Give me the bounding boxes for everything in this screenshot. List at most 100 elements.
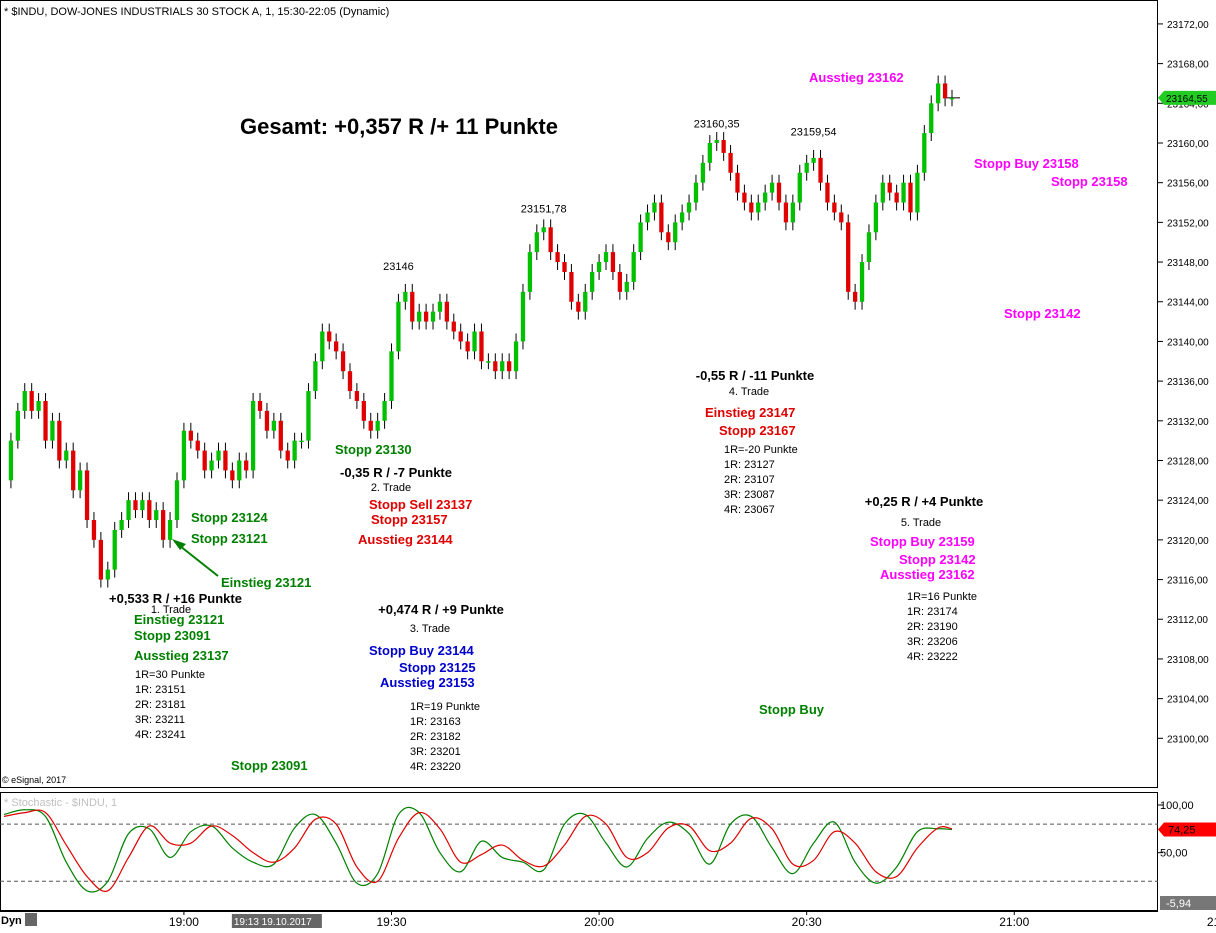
candle-body bbox=[520, 291, 526, 342]
candle-body bbox=[410, 291, 415, 322]
candle-body bbox=[769, 182, 775, 193]
candle-body bbox=[749, 202, 754, 213]
trade-annotation: 2R: 23190 bbox=[907, 621, 958, 633]
trade-annotation: Stopp 23142 bbox=[1004, 306, 1081, 321]
trade-annotation: 1R: 23163 bbox=[410, 716, 461, 728]
trade-annotation: Stopp Buy 23144 bbox=[369, 643, 475, 658]
candle-body bbox=[119, 520, 124, 530]
candle-body bbox=[797, 172, 802, 203]
candle-body bbox=[541, 227, 546, 233]
candle-body bbox=[631, 252, 636, 282]
entry-arrow-line bbox=[179, 545, 219, 577]
candle-body bbox=[562, 262, 567, 272]
candle-body bbox=[790, 202, 795, 223]
price-axis-label: 23140,00 bbox=[1167, 337, 1209, 348]
stochastic-series bbox=[3, 806, 953, 893]
candle-body bbox=[458, 331, 463, 342]
candle-body bbox=[347, 371, 353, 392]
mode-icon[interactable] bbox=[25, 913, 37, 926]
trade-annotation: 5. Trade bbox=[901, 517, 941, 529]
trade-annotation: Stopp Buy bbox=[759, 702, 825, 717]
price-axis-label: 23156,00 bbox=[1167, 179, 1209, 190]
candle-body bbox=[922, 133, 927, 173]
high-price-label: 23146 bbox=[383, 261, 414, 273]
trade-annotation: 2R: 23182 bbox=[410, 731, 461, 743]
candle-body bbox=[569, 271, 574, 302]
candle-body bbox=[714, 140, 719, 143]
trade-annotation: Stopp 23130 bbox=[335, 442, 412, 457]
candle-body bbox=[375, 420, 380, 431]
trade-annotation: 3R: 23211 bbox=[135, 714, 185, 726]
candle-body bbox=[29, 391, 34, 411]
cursor-time-tag bbox=[231, 914, 322, 928]
candle-body bbox=[645, 212, 650, 223]
candle-body bbox=[756, 202, 761, 213]
time-axis-label: 19:30 bbox=[376, 915, 406, 928]
candle-body bbox=[451, 321, 456, 332]
price-axis-label: 23124,00 bbox=[1167, 496, 1209, 507]
candle-body bbox=[230, 470, 235, 481]
candle-body bbox=[216, 450, 221, 461]
candle-body bbox=[887, 182, 892, 193]
cursor-time-label: 19:13 19.10.2017 bbox=[234, 917, 312, 928]
high-price-label: 23159,54 bbox=[791, 127, 837, 139]
trade-annotation: +0,533 R / +16 Punkte bbox=[109, 591, 242, 606]
candle-body bbox=[320, 331, 325, 362]
price-axis-label: 23108,00 bbox=[1167, 655, 1209, 666]
trade-annotation: Ausstieg 23153 bbox=[380, 675, 475, 690]
candle-body bbox=[250, 400, 256, 471]
candle-body bbox=[929, 103, 934, 134]
candle-body bbox=[506, 361, 512, 372]
trade-annotation: Einstieg 23147 bbox=[705, 405, 795, 420]
high-price-label: 23151,78 bbox=[521, 204, 567, 216]
candle-body bbox=[527, 252, 533, 292]
candle-body bbox=[36, 400, 41, 411]
candle-body bbox=[64, 450, 69, 461]
candle-body bbox=[112, 529, 117, 570]
trade-annotation: 3R: 23087 bbox=[724, 489, 775, 501]
price-axis-label: 23120,00 bbox=[1167, 536, 1209, 547]
candle-body bbox=[285, 450, 290, 461]
price-axis-label: 23112,00 bbox=[1167, 615, 1208, 626]
candle-body bbox=[299, 440, 304, 443]
candle-body bbox=[596, 262, 602, 272]
trade-annotation: Stopp 23091 bbox=[231, 758, 308, 773]
trade-annotation: 2R: 23107 bbox=[724, 474, 775, 486]
candle-body bbox=[389, 351, 394, 401]
trade-annotation: 1R=30 Punkte bbox=[135, 669, 205, 681]
candle-body bbox=[638, 222, 643, 253]
candle-body bbox=[437, 301, 443, 312]
trade-annotation: Stopp 23091 bbox=[134, 628, 211, 643]
trade-annotation: 3R: 23201 bbox=[410, 746, 461, 758]
candle-body bbox=[244, 460, 249, 471]
candle-body bbox=[603, 252, 609, 263]
trade-annotation: 4R: 23220 bbox=[410, 761, 461, 773]
time-axis-label: 20:00 bbox=[584, 915, 614, 928]
chart-header-title: * $INDU, DOW-JONES INDUSTRIALS 30 STOCK … bbox=[4, 6, 389, 18]
trade-annotation: Stopp Sell 23137 bbox=[369, 497, 472, 512]
candle-body bbox=[846, 222, 851, 292]
stochastic-title: * Stochastic - $INDU, 1 bbox=[4, 797, 117, 809]
candle-body bbox=[271, 420, 277, 431]
candle-body bbox=[292, 440, 297, 461]
stochastic-axis-label: 50,00 bbox=[1160, 848, 1188, 860]
candle-body bbox=[486, 361, 491, 363]
candle-body bbox=[8, 440, 14, 481]
price-axis-label: 23144,00 bbox=[1167, 298, 1209, 309]
candle-body bbox=[465, 341, 470, 352]
candle-body bbox=[942, 83, 948, 99]
trade-annotation: 2R: 23181 bbox=[135, 699, 186, 711]
candle-body bbox=[264, 410, 270, 431]
candle-body bbox=[334, 341, 339, 352]
trade-annotation: Ausstieg 23162 bbox=[880, 567, 975, 582]
trade-annotation: 4R: 23222 bbox=[907, 651, 958, 663]
candle-body bbox=[167, 520, 173, 540]
candle-body bbox=[866, 232, 872, 263]
trade-annotation: 1R: 23174 bbox=[907, 606, 958, 618]
trade-annotation: Ausstieg 23162 bbox=[809, 70, 904, 85]
candle-body bbox=[610, 252, 616, 272]
candle-body bbox=[576, 301, 581, 312]
trade-annotation: -0,55 R / -11 Punkte bbox=[696, 368, 815, 383]
